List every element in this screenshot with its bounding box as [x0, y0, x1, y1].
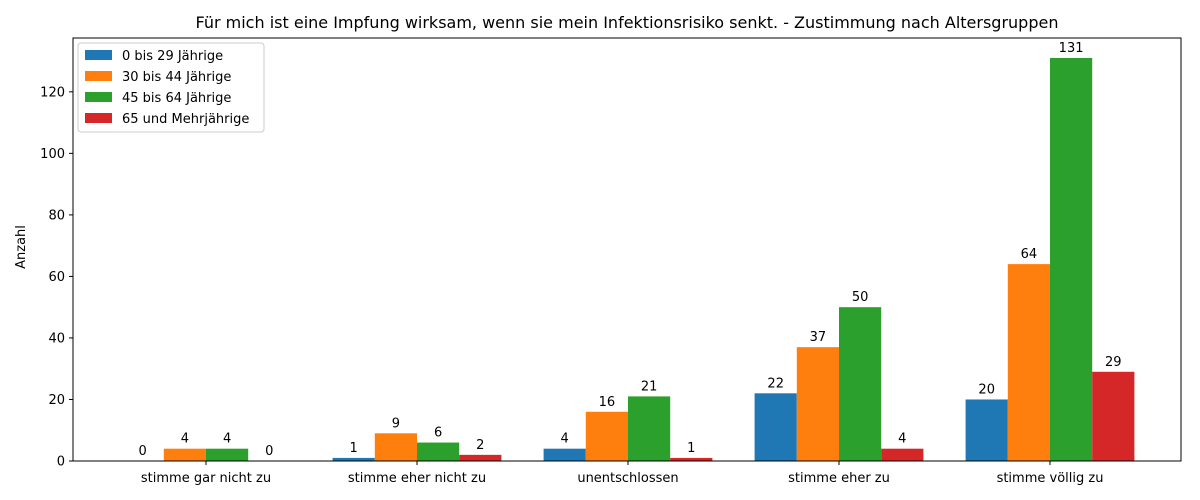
y-tick-label: 100 [40, 147, 65, 162]
data-label: 0 [265, 444, 273, 459]
x-tick-label: stimme gar nicht zu [141, 471, 271, 486]
bar-0-bis-29-j-hrige-unentschlossen [543, 448, 586, 461]
x-tick-label: stimme eher nicht zu [348, 471, 486, 486]
data-label: 1 [687, 441, 695, 456]
y-tick-label: 60 [48, 270, 65, 285]
legend-swatch-0-bis-29-j-hrige [85, 50, 112, 60]
y-tick-label: 0 [57, 455, 65, 470]
bar-45-bis-64-j-hrige-unentschlossen [628, 396, 671, 461]
data-label: 20 [978, 382, 995, 397]
y-tick-label: 40 [48, 331, 65, 346]
y-tick-label: 20 [48, 393, 65, 408]
chart-title: Für mich ist eine Impfung wirksam, wenn … [196, 13, 1059, 32]
bar-65-und-mehrj-hrige-stimme-eher-nicht-zu [459, 454, 502, 461]
y-tick-label: 80 [48, 208, 65, 223]
data-label: 64 [1021, 247, 1038, 262]
y-tick-label: 120 [40, 85, 65, 100]
bar-65-und-mehrj-hrige-unentschlossen [670, 457, 713, 461]
bar-0-bis-29-j-hrige-stimme-eher-zu [754, 393, 797, 461]
data-label: 21 [641, 379, 658, 394]
data-label: 9 [392, 416, 400, 431]
data-label: 4 [181, 432, 189, 447]
bar-0-bis-29-j-hrige-stimme-v-llig-zu [965, 399, 1008, 461]
bar-65-und-mehrj-hrige-stimme-eher-zu [881, 448, 924, 461]
plot-frame [72, 37, 1182, 462]
data-label: 37 [810, 330, 827, 345]
bar-45-bis-64-j-hrige-stimme-eher-zu [839, 307, 882, 461]
data-label: 29 [1105, 355, 1122, 370]
data-label: 22 [767, 376, 784, 391]
bar-65-und-mehrj-hrige-stimme-v-llig-zu [1092, 371, 1135, 461]
x-axis-ticks: stimme gar nicht zu stimme eher nicht zu u… [141, 461, 1104, 486]
data-label: 1 [350, 441, 358, 456]
bar-45-bis-64-j-hrige-stimme-eher-nicht-zu [417, 442, 460, 461]
data-label: 2 [476, 438, 484, 453]
data-label: 4 [561, 432, 569, 447]
bar-0-bis-29-j-hrige-stimme-eher-nicht-zu [332, 457, 375, 461]
bar-30-bis-44-j-hrige-stimme-eher-nicht-zu [374, 433, 417, 461]
data-label: 4 [223, 432, 231, 447]
legend-label: 0 bis 29 Jährige [122, 49, 223, 64]
legend: 0 bis 29 Jährige 30 bis 44 Jährige 45 bis … [77, 42, 265, 133]
bar-30-bis-44-j-hrige-stimme-eher-zu [796, 347, 839, 461]
legend-label: 45 bis 64 Jährige [122, 91, 231, 106]
legend-swatch-30-bis-44-j-hrige [85, 71, 112, 81]
bar-45-bis-64-j-hrige-stimme-v-llig-zu [1050, 58, 1093, 461]
legend-label: 30 bis 44 Jährige [122, 70, 231, 85]
x-tick-label: stimme eher zu [788, 471, 890, 486]
x-tick-label: unentschlossen [577, 471, 678, 486]
bar-30-bis-44-j-hrige-stimme-v-llig-zu [1007, 264, 1050, 461]
data-label: 4 [898, 432, 906, 447]
data-label: 0 [139, 444, 147, 459]
x-tick-label: stimme völlig zu [997, 471, 1104, 486]
bar-30-bis-44-j-hrige-stimme-gar-nicht-zu [163, 448, 206, 461]
legend-frame [77, 42, 265, 133]
legend-swatch-45-bis-64-j-hrige [85, 92, 112, 102]
bar-45-bis-64-j-hrige-stimme-gar-nicht-zu [206, 448, 249, 461]
bars-group [163, 58, 1135, 461]
y-axis-label: Anzahl [14, 225, 29, 269]
legend-swatch-65-und-mehrj-hrige [85, 113, 112, 123]
data-label: 50 [852, 290, 869, 305]
data-label: 6 [434, 426, 442, 441]
data-label: 131 [1059, 41, 1084, 56]
data-label: 16 [599, 395, 616, 410]
bar-30-bis-44-j-hrige-unentschlossen [585, 411, 628, 461]
legend-label: 65 und Mehrjährige [122, 112, 249, 127]
y-axis-ticks: 0 20 40 60 80 100 120 [40, 85, 73, 470]
